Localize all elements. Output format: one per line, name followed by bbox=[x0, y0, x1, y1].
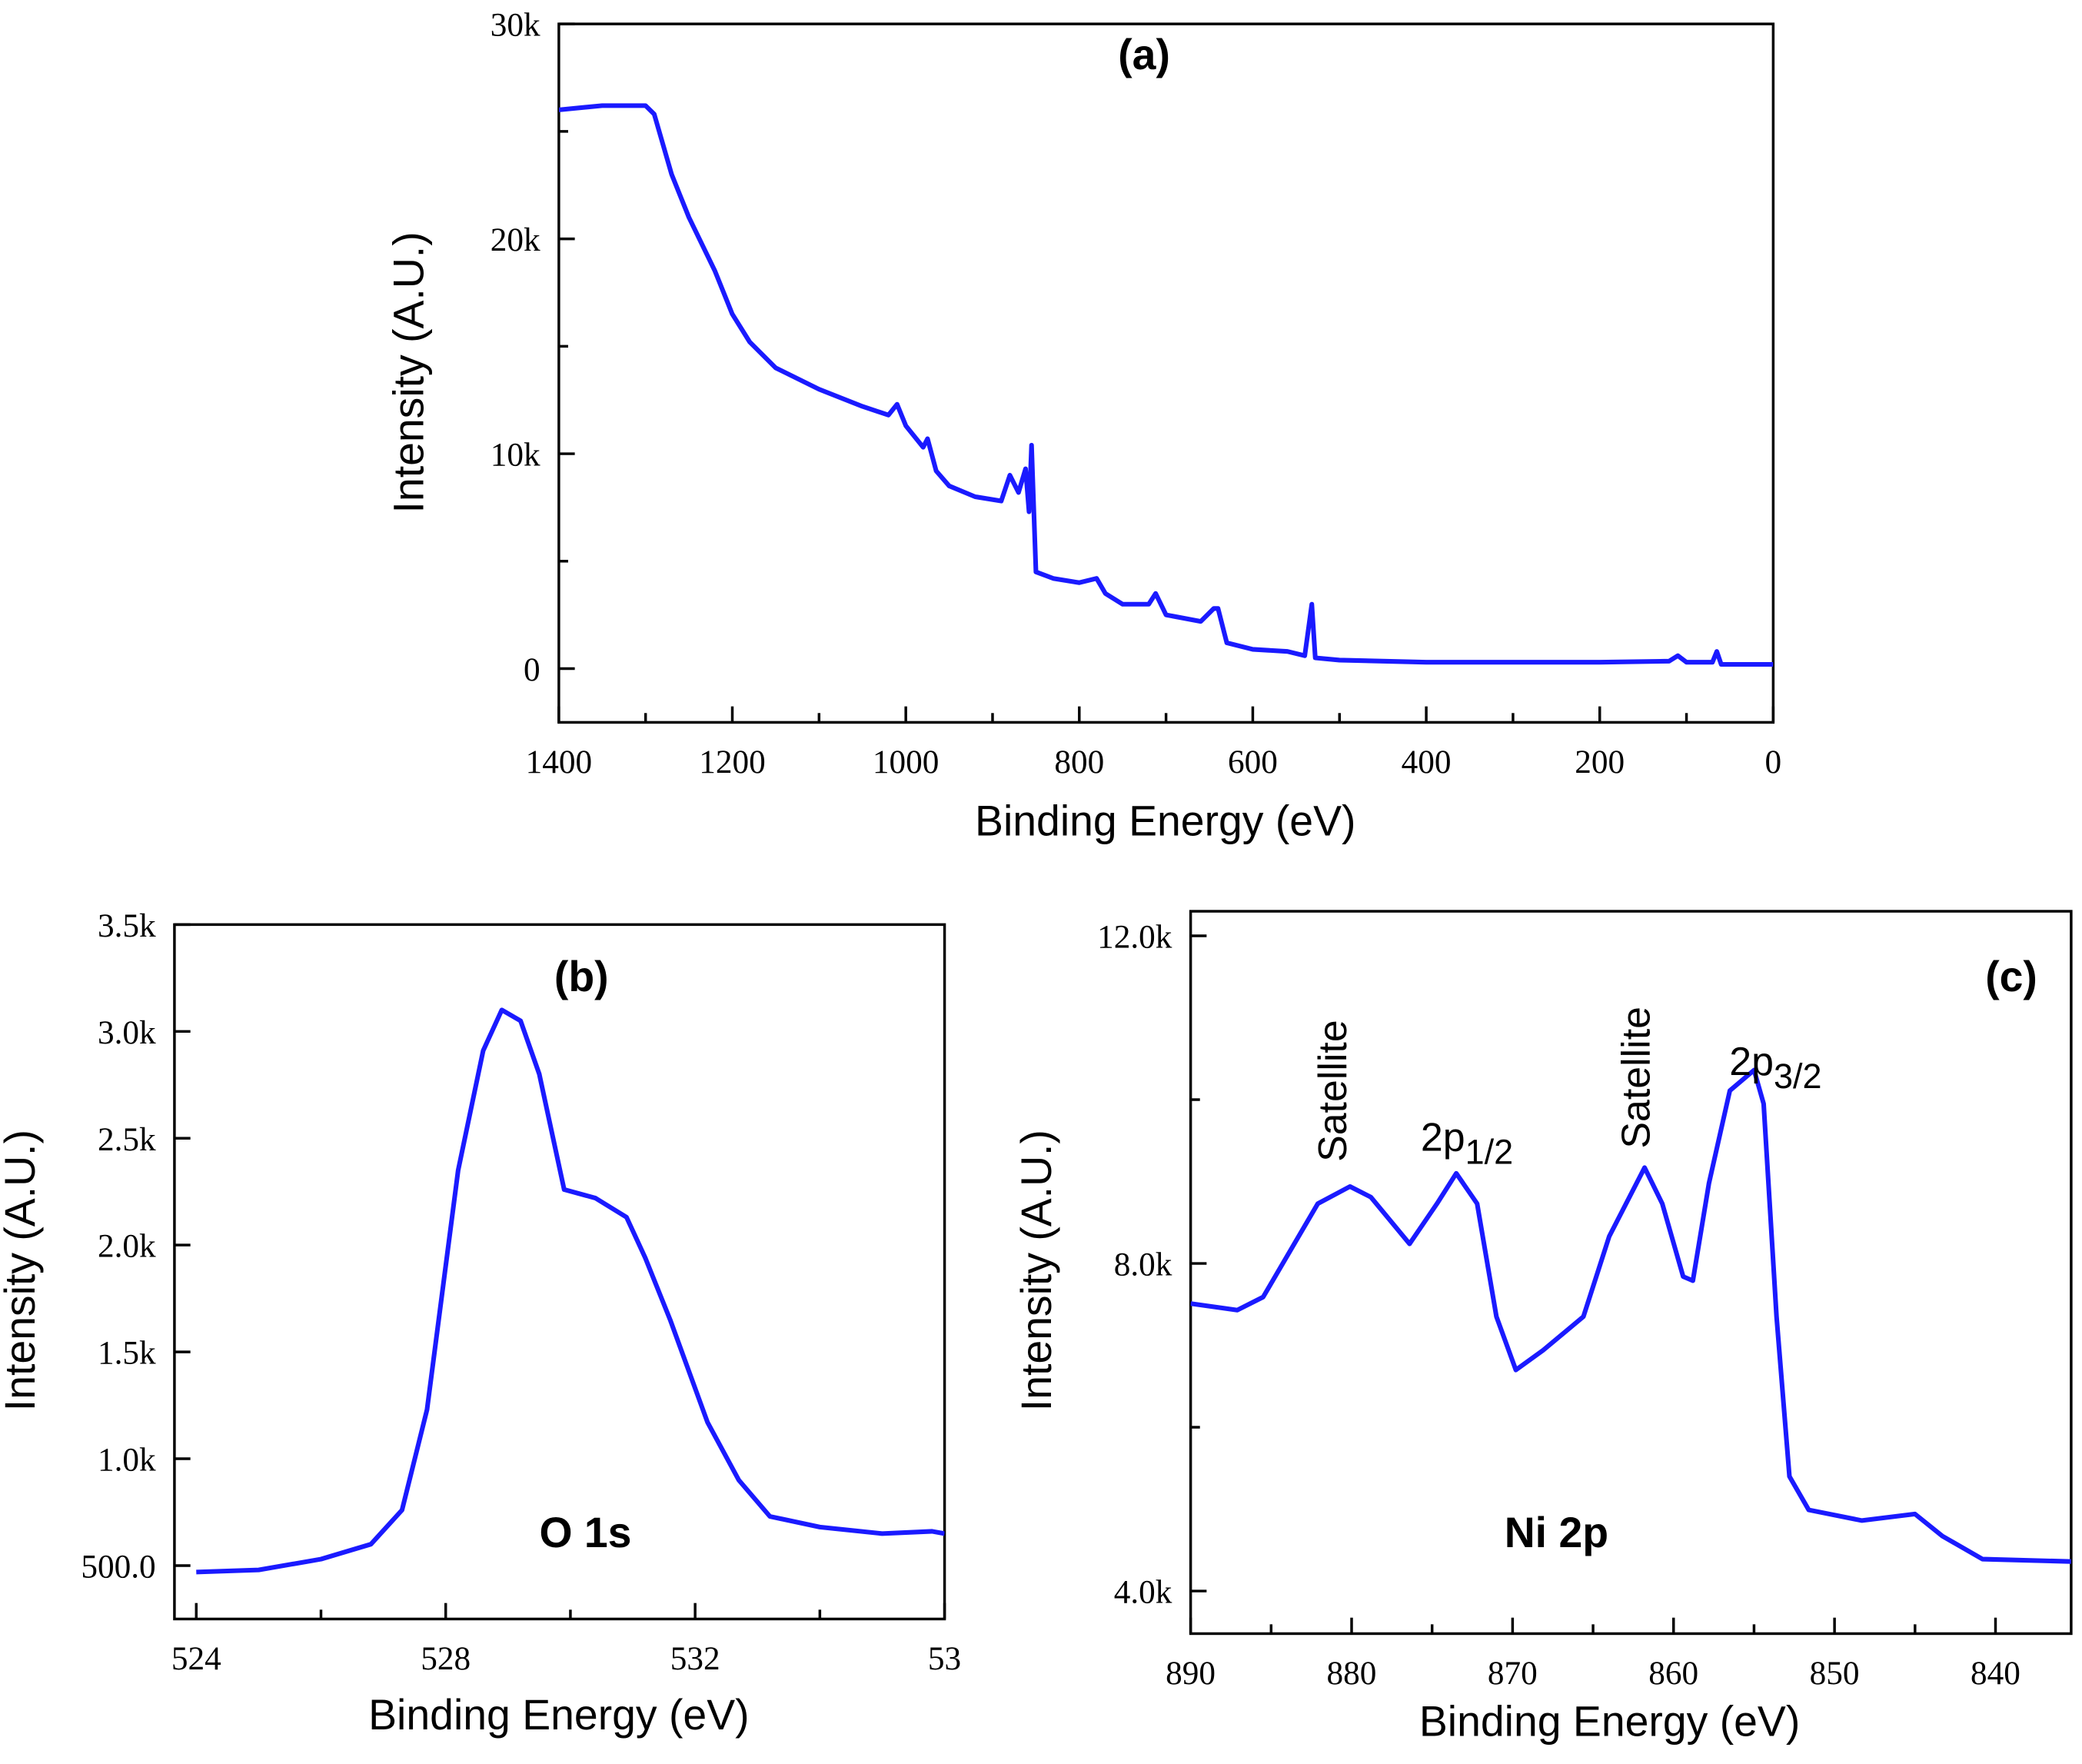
annotation-main: 2p bbox=[1421, 1114, 1465, 1159]
y-tick-label: 3.5k bbox=[98, 907, 156, 944]
y-tick-label: 4.0k bbox=[1114, 1574, 1172, 1611]
y-tick-label: 20k bbox=[491, 221, 540, 258]
x-axis-title: Binding Energy (eV) bbox=[975, 797, 1355, 844]
y-tick-label: 2.5k bbox=[98, 1121, 156, 1158]
x-tick-label: 53 bbox=[928, 1640, 961, 1677]
y-tick-label: 10k bbox=[491, 437, 540, 474]
x-tick-label: 890 bbox=[1166, 1655, 1216, 1692]
annotation: (b) bbox=[554, 953, 609, 1000]
annotation: Satellite bbox=[1310, 1020, 1355, 1162]
y-tick-label: 3.0k bbox=[98, 1014, 156, 1051]
annotation: 2p1/2 bbox=[1421, 1114, 1513, 1171]
y-axis-title: Intensity (A.U.) bbox=[1013, 1130, 1060, 1411]
x-tick-label: 400 bbox=[1402, 744, 1452, 780]
y-tick-label: 1.5k bbox=[98, 1335, 156, 1372]
spectrum-line bbox=[1190, 1067, 2071, 1564]
spectrum-line bbox=[196, 1007, 945, 1575]
x-tick-label: 840 bbox=[1971, 1655, 2020, 1692]
annotation: Satellite bbox=[1613, 1007, 1658, 1149]
x-tick-label: 1200 bbox=[699, 744, 766, 780]
y-tick-label: 8.0k bbox=[1114, 1246, 1172, 1283]
y-axis-title: Intensity (A.U.) bbox=[0, 1130, 44, 1411]
x-tick-label: 800 bbox=[1054, 744, 1104, 780]
x-tick-label: 850 bbox=[1810, 1655, 1860, 1692]
y-tick-label: 0 bbox=[524, 651, 540, 688]
x-tick-label: 524 bbox=[171, 1640, 221, 1677]
y-tick-label: 30k bbox=[491, 7, 540, 44]
x-tick-label: 528 bbox=[421, 1640, 471, 1677]
annotation: (c) bbox=[1985, 953, 2037, 1000]
annotation-main: 2p bbox=[1729, 1039, 1774, 1083]
y-tick-label: 1.0k bbox=[98, 1442, 156, 1479]
spectrum-line bbox=[558, 103, 1774, 667]
x-tick-label: 1000 bbox=[873, 744, 940, 780]
annotation: (a) bbox=[1118, 31, 1170, 78]
y-tick-label: 2.0k bbox=[98, 1228, 156, 1265]
x-tick-label: 870 bbox=[1488, 1655, 1538, 1692]
x-tick-label: 200 bbox=[1575, 744, 1625, 780]
plot-frame bbox=[557, 22, 1775, 724]
plot-frame bbox=[1189, 910, 2073, 1636]
annotation-sub: 3/2 bbox=[1774, 1057, 1822, 1096]
annotation: 2p3/2 bbox=[1729, 1039, 1821, 1096]
x-axis-title: Binding Energy (eV) bbox=[368, 1691, 749, 1739]
y-tick-label: 12.0k bbox=[1097, 919, 1172, 956]
x-tick-label: 880 bbox=[1327, 1655, 1377, 1692]
x-tick-label: 532 bbox=[670, 1640, 720, 1677]
x-tick-label: 860 bbox=[1648, 1655, 1698, 1692]
x-axis-title: Binding Energy (eV) bbox=[1419, 1698, 1800, 1746]
annotation: Ni 2p bbox=[1505, 1509, 1608, 1556]
y-axis-title: Intensity (A.U.) bbox=[384, 231, 432, 513]
annotation-sub: 1/2 bbox=[1465, 1133, 1514, 1172]
x-tick-label: 1400 bbox=[526, 744, 593, 780]
x-tick-label: 600 bbox=[1228, 744, 1278, 780]
annotation: O 1s bbox=[539, 1509, 631, 1556]
x-tick-label: 0 bbox=[1765, 744, 1782, 780]
plot-frame bbox=[173, 923, 946, 1621]
y-tick-label: 500.0 bbox=[81, 1549, 155, 1586]
